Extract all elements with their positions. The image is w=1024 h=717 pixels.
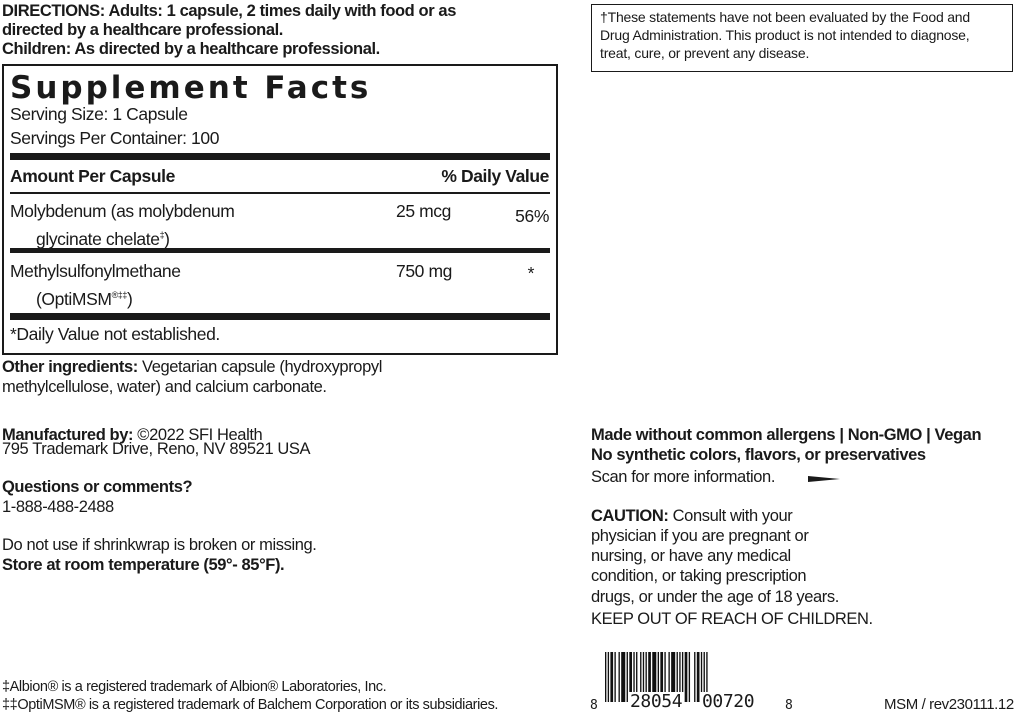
- manufacturer: Manufactured by: ©2022 SFI Health: [2, 426, 263, 444]
- barcode-bar: [652, 652, 657, 702]
- barcode-digits: 28054: [628, 691, 685, 712]
- barcode-bar: [648, 652, 651, 702]
- keep-out-warning: KEEP OUT OF REACH OF CHILDREN.: [591, 610, 873, 628]
- barcode-bar: [605, 652, 607, 702]
- barcode-bar: [660, 652, 664, 702]
- divider-medium: [10, 248, 550, 253]
- storage-instructions: Store at room temperature (59°- 85°F).: [2, 556, 285, 574]
- barcode: [605, 652, 708, 702]
- servings-per-container: Servings Per Container: 100: [10, 128, 220, 148]
- trademark-note: ‡Albion® is a registered trademark of Al…: [2, 679, 387, 695]
- barcode-bar: [626, 652, 628, 702]
- claim-line: Made without common allergens | Non-GMO …: [591, 426, 982, 444]
- barcode-bar: [681, 652, 684, 702]
- header-amount: Amount Per Capsule: [10, 166, 175, 186]
- barcode-bar: [645, 652, 647, 702]
- barcode-bar: [694, 652, 696, 702]
- barcode-bar: [676, 652, 678, 702]
- barcode-bar: [618, 652, 620, 702]
- directions-label: DIRECTIONS:: [2, 2, 105, 20]
- caution-line: condition, or taking prescription: [591, 567, 807, 585]
- caution-line: nursing, or have any medical: [591, 547, 791, 565]
- other-ingredients-cont: methylcellulose, water) and calcium carb…: [2, 378, 327, 396]
- disclaimer-line: Drug Administration. This product is not…: [600, 27, 970, 43]
- directions-line: Adults: 1 capsule, 2 times daily with fo…: [108, 2, 456, 20]
- barcode-bar: [688, 652, 691, 702]
- nutrient-name-cont: (OptiMSM®‡‡): [36, 288, 133, 309]
- barcode-bar: [642, 652, 645, 702]
- shrinkwrap-warning: Do not use if shrinkwrap is broken or mi…: [2, 536, 317, 554]
- nutrient-amount: 750 mg: [396, 261, 452, 281]
- phone-number: 1-888-488-2488: [2, 498, 114, 516]
- barcode-digit: 8: [590, 698, 598, 713]
- questions-label: Questions or comments?: [2, 478, 193, 496]
- divider-thick: [10, 153, 550, 160]
- caution-line: drugs, or under the age of 18 years.: [591, 588, 839, 606]
- barcode-bar: [633, 652, 635, 702]
- serving-size: Serving Size: 1 Capsule: [10, 104, 188, 124]
- barcode-bar: [671, 652, 676, 702]
- other-ingredients: Other ingredients: Vegetarian capsule (h…: [2, 358, 382, 376]
- barcode-bar: [640, 652, 642, 702]
- claim-line: No synthetic colors, flavors, or preserv…: [591, 446, 926, 464]
- divider-thick: [10, 313, 550, 320]
- barcode-bar: [700, 652, 703, 702]
- nutrient-dv: 56%: [515, 206, 549, 226]
- barcode-bar: [684, 652, 688, 702]
- revision-code: MSM / rev230111.12: [884, 696, 1014, 713]
- caution: CAUTION: Consult with your: [591, 507, 793, 525]
- disclaimer-line: †These statements have not been evaluate…: [600, 9, 970, 25]
- barcode-digit: 8: [785, 698, 793, 713]
- disclaimer-line: treat, cure, or prevent any disease.: [600, 45, 810, 61]
- scan-text: Scan for more information.: [591, 468, 776, 486]
- arrow-right-icon: [808, 476, 840, 482]
- manufacturer-address: 795 Trademark Drive, Reno, NV 89521 USA: [2, 440, 311, 458]
- nutrient-dv: *: [527, 263, 535, 283]
- facts-footnote: *Daily Value not established.: [10, 324, 220, 344]
- directions-line: directed by a healthcare professional.: [2, 21, 283, 39]
- barcode-bar: [696, 652, 700, 702]
- nutrient-name: Methylsulfonylmethane: [10, 261, 181, 281]
- barcode-digits: 00720: [700, 691, 757, 712]
- supplement-facts-panel: [2, 64, 558, 355]
- header-daily-value: % Daily Value: [441, 166, 549, 186]
- caution-line: physician if you are pregnant or: [591, 527, 809, 545]
- barcode-bar: [629, 652, 632, 702]
- divider-thin: [10, 192, 550, 194]
- barcode-bar: [679, 652, 681, 702]
- directions-line: Children: As directed by a healthcare pr…: [2, 40, 380, 58]
- barcode-bar: [664, 652, 666, 702]
- barcode-bar: [703, 652, 705, 702]
- barcode-bar: [614, 652, 616, 702]
- barcode-bar: [636, 652, 638, 702]
- barcode-bar: [607, 652, 610, 702]
- nutrient-name: Molybdenum (as molybdenum: [10, 201, 235, 221]
- fda-disclaimer: †These statements have not been evaluate…: [591, 4, 1013, 72]
- barcode-bar: [621, 652, 626, 702]
- nutrient-amount: 25 mcg: [396, 201, 451, 221]
- barcode-bar: [668, 652, 670, 702]
- trademark-note: ‡‡OptiMSM® is a registered trademark of …: [2, 697, 499, 713]
- barcode-bar: [706, 652, 708, 702]
- barcode-bar: [610, 652, 614, 702]
- nutrient-name-cont: glycinate chelate‡): [36, 228, 170, 249]
- facts-title: Supplement Facts: [10, 70, 372, 106]
- barcode-bar: [657, 652, 659, 702]
